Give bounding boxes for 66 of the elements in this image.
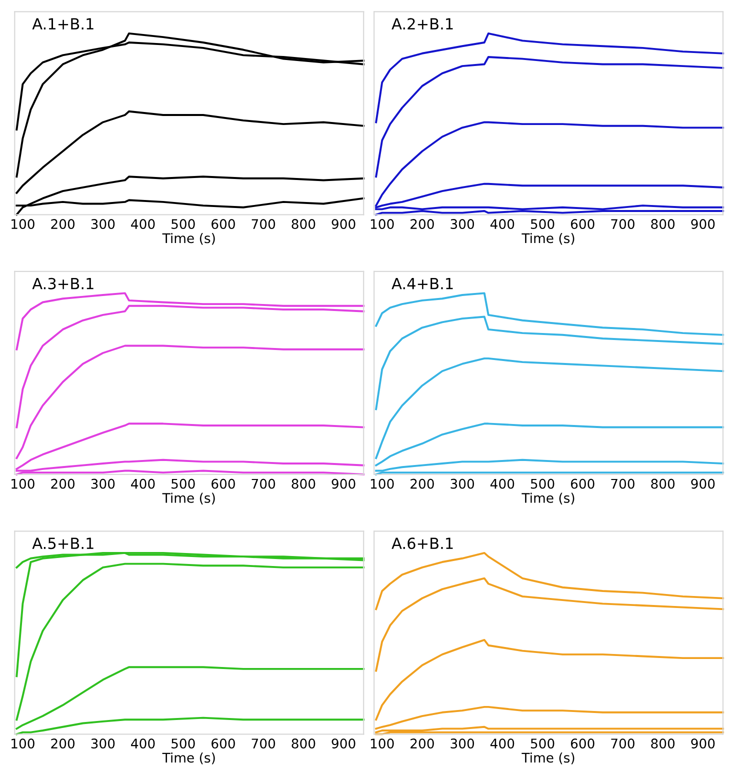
x-tick-label: 500	[530, 478, 554, 489]
x-tick-label: 100	[370, 738, 394, 749]
chart-title: A.4+B.1	[392, 278, 453, 290]
chart-title: A.2+B.1	[392, 18, 453, 30]
x-tick-label: 100	[12, 219, 34, 230]
x-tick-label: 400	[490, 738, 514, 749]
x-tick-label: 800	[651, 219, 675, 230]
x-tick-label: 400	[131, 738, 155, 749]
x-tick-label: 700	[611, 478, 634, 489]
x-tick-label: 300	[450, 219, 474, 230]
x-tick-label: 800	[292, 478, 316, 489]
x-tick-label: 500	[530, 738, 554, 749]
x-tick-label: 400	[490, 219, 514, 230]
x-tick-label: 600	[212, 219, 235, 230]
x-tick-label: 500	[172, 478, 195, 489]
x-tick-label: 100	[12, 738, 34, 749]
x-tick-label: 100	[12, 478, 34, 489]
x-tick-label: 400	[131, 219, 155, 230]
x-tick-label: 600	[570, 219, 594, 230]
x-tick-label: 200	[51, 478, 75, 489]
x-tick-label: 900	[691, 219, 715, 230]
x-tick-label: 300	[450, 478, 474, 489]
chart-title: A.1+B.1	[32, 18, 94, 30]
x-tick-label: 300	[450, 738, 474, 749]
x-axis-title: Time (s)	[162, 492, 215, 504]
x-tick-label: 800	[651, 478, 675, 489]
x-tick-label: 200	[51, 738, 75, 749]
x-tick-label: 900	[332, 219, 356, 230]
x-axis-title: Time (s)	[522, 232, 574, 245]
x-tick-label: 200	[410, 738, 434, 749]
x-tick-label: 200	[410, 219, 434, 230]
x-tick-label: 700	[252, 478, 276, 489]
x-tick-label: 500	[530, 219, 554, 230]
chart-title: A.3+B.1	[32, 278, 94, 290]
x-tick-label: 700	[611, 738, 634, 749]
x-tick-label: 600	[570, 478, 594, 489]
x-tick-label: 200	[51, 219, 75, 230]
x-tick-label: 200	[410, 478, 434, 489]
x-tick-label: 800	[292, 219, 316, 230]
x-tick-label: 300	[91, 738, 115, 749]
x-tick-label: 400	[490, 478, 514, 489]
x-tick-label: 300	[91, 219, 115, 230]
x-axis-title: Time (s)	[522, 492, 574, 504]
x-tick-label: 900	[332, 738, 356, 749]
x-tick-label: 100	[370, 478, 394, 489]
chart-title: A.6+B.1	[392, 538, 453, 550]
x-tick-label: 700	[611, 219, 634, 230]
x-tick-label: 600	[212, 478, 235, 489]
x-tick-label: 900	[691, 738, 715, 749]
x-tick-label: 500	[172, 738, 195, 749]
x-tick-label: 700	[252, 219, 276, 230]
x-tick-label: 900	[332, 478, 356, 489]
x-tick-label: 700	[252, 738, 276, 749]
x-tick-label: 300	[91, 478, 115, 489]
x-tick-label: 800	[292, 738, 316, 749]
x-axis-title: Time (s)	[522, 752, 574, 764]
x-axis-title: Time (s)	[162, 752, 215, 764]
x-tick-label: 600	[212, 738, 235, 749]
x-axis-title: Time (s)	[162, 232, 215, 245]
x-tick-label: 400	[131, 478, 155, 489]
x-tick-label: 600	[570, 738, 594, 749]
chart-title: A.5+B.1	[32, 538, 94, 550]
x-tick-label: 100	[370, 219, 394, 230]
x-tick-label: 900	[691, 478, 715, 489]
x-tick-label: 500	[172, 219, 195, 230]
x-tick-label: 800	[651, 738, 675, 749]
